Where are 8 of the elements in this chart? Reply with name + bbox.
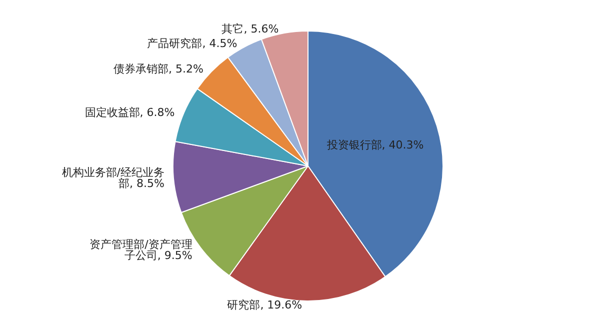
slice-label: 固定收益部, 6.8% [84, 106, 175, 119]
slice-label: 产品研究部, 4.5% [147, 37, 238, 50]
slice-label: 投资银行部, 40.3% [326, 138, 424, 152]
slice-label: 研究部, 19.6% [227, 298, 302, 312]
slice-label: 债券承销部, 5.2% [114, 62, 204, 76]
slice-label: 其它, 5.6% [222, 22, 279, 36]
slice-label: 资产管理部/资产管理子公司, 9.5% [90, 238, 192, 262]
slice-label: 机构业务部/经纪业务部, 8.5% [62, 166, 164, 190]
